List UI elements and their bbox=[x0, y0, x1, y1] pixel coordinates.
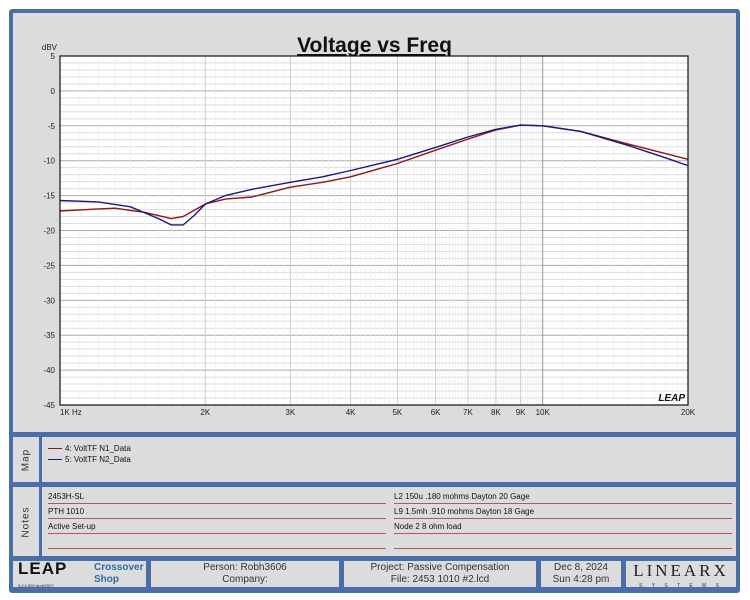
brand: LINEARX bbox=[633, 561, 729, 580]
series-line-2 bbox=[59, 124, 689, 226]
notes-panel bbox=[42, 487, 736, 556]
date-box: Dec 8, 2024 Sun 4:28 pm bbox=[541, 561, 621, 587]
x-tick-label: 5K bbox=[392, 408, 402, 417]
x-tick-label: 1K Hz bbox=[60, 408, 82, 417]
app-name: Shop bbox=[94, 574, 119, 585]
notes-label: Notes bbox=[20, 505, 32, 538]
person: Person: Robh3606 bbox=[203, 562, 287, 573]
chart-title: Voltage vs Freq bbox=[297, 34, 452, 57]
note-line[interactable] bbox=[394, 537, 732, 549]
y-tick-label: -35 bbox=[43, 331, 55, 340]
y-tick-label: -30 bbox=[43, 296, 55, 305]
legend-label: 4: VoltTF N1_Data bbox=[65, 444, 131, 453]
y-axis-label: dBV bbox=[42, 43, 58, 52]
plot-border bbox=[59, 55, 689, 406]
notes-tab: Notes bbox=[13, 487, 39, 556]
map-panel bbox=[42, 437, 736, 482]
x-tick-label: 8K bbox=[491, 408, 501, 417]
version: 5.2.0.500 April/2007 bbox=[18, 583, 54, 588]
y-tick-label: -20 bbox=[43, 227, 55, 236]
x-tick-label: 20K bbox=[681, 408, 696, 417]
leap-watermark: LEAP bbox=[658, 393, 685, 404]
x-tick-label: 2K bbox=[200, 408, 210, 417]
app-name: Crossover bbox=[94, 562, 144, 573]
y-tick-label: -45 bbox=[43, 401, 55, 410]
company: Company: bbox=[222, 574, 268, 585]
map-tab: Map bbox=[13, 437, 39, 482]
x-tick-label: 9K bbox=[516, 408, 526, 417]
y-tick-label: -10 bbox=[43, 157, 55, 166]
y-tick-label: -25 bbox=[43, 261, 55, 270]
legend-item-n1[interactable]: 4: VoltTF N1_Data bbox=[48, 444, 131, 453]
y-tick-label: -5 bbox=[48, 122, 56, 131]
note-line[interactable]: L9 1.5mh .910 mohms Dayton 18 Gage bbox=[394, 507, 732, 519]
y-tick-label: 5 bbox=[51, 52, 56, 61]
brand-sub: S Y S T E M S bbox=[639, 583, 723, 589]
y-tick-label: 0 bbox=[51, 87, 56, 96]
x-tick-label: 4K bbox=[346, 408, 356, 417]
file: File: 2453 1010 #2.lcd bbox=[390, 574, 490, 585]
project-box: Project: Passive Compensation File: 2453 … bbox=[344, 561, 536, 587]
project: Project: Passive Compensation bbox=[370, 562, 510, 573]
footer-logo-box: LEAP 5.2.0.500 April/2007 Crossover Shop bbox=[13, 559, 146, 588]
note-line[interactable] bbox=[48, 537, 386, 549]
note-line[interactable]: PTH 1010 bbox=[48, 507, 386, 519]
time: Sun 4:28 pm bbox=[552, 574, 610, 585]
y-tick-label: -15 bbox=[43, 192, 55, 201]
person-box: Person: Robh3606 Company: bbox=[151, 561, 339, 587]
note-line[interactable]: 2453H-SL bbox=[48, 492, 386, 504]
legend-item-n2[interactable]: 5: VoltTF N2_Data bbox=[48, 455, 131, 464]
note-line[interactable]: L2 150u .180 mohms Dayton 20 Gage bbox=[394, 492, 732, 504]
note-line[interactable]: Node 2 8 ohm load bbox=[394, 522, 732, 534]
x-tick-label: 6K bbox=[431, 408, 441, 417]
date: Dec 8, 2024 bbox=[554, 562, 608, 573]
x-tick-label: 10K bbox=[536, 408, 551, 417]
x-tick-label: 3K bbox=[285, 408, 295, 417]
map-label: Map bbox=[20, 448, 32, 471]
y-tick-label: -40 bbox=[43, 366, 55, 375]
linearx-logo: LINEARX S Y S T E M S bbox=[626, 561, 736, 589]
x-tick-label: 7K bbox=[463, 408, 473, 417]
note-line[interactable]: Active Set-up bbox=[48, 522, 386, 534]
leap-logo: LEAP bbox=[18, 559, 68, 578]
legend-label: 5: VoltTF N2_Data bbox=[65, 455, 131, 464]
